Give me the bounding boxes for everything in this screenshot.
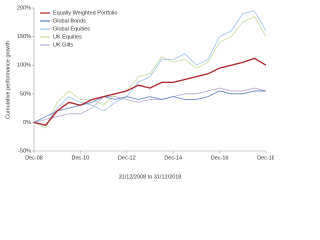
x-tick-label: Dec-16 — [211, 155, 229, 161]
series-line — [33, 90, 266, 123]
x-tick-label: Dec-12 — [118, 155, 136, 161]
chart: Cumulative performance growth 31/12/2008… — [5, 5, 274, 180]
x-tick-label: Dec-08 — [25, 155, 43, 161]
x-tick-label: Dec-14 — [164, 155, 182, 161]
series-line — [33, 16, 267, 129]
series-line — [33, 57, 267, 126]
x-tick-label: Dec-18 — [257, 155, 274, 161]
y-tick-label: -50% — [18, 148, 31, 154]
legend-label: Global Bonds — [53, 18, 86, 24]
series-line — [33, 10, 267, 126]
y-tick-label: 100% — [17, 63, 31, 69]
y-tick-label: 200% — [17, 5, 31, 11]
y-tick-label: 150% — [17, 34, 31, 40]
legend-label: UK Gilts — [53, 42, 73, 48]
legend-label: Equally Weighted Portfolio — [53, 10, 117, 16]
y-axis-label: Cumulative performance growth — [5, 41, 11, 119]
legend-label: UK Equities — [53, 34, 82, 40]
y-tick-label: 50% — [20, 91, 31, 97]
legend-label: Global Equities — [53, 26, 90, 32]
series-line — [33, 87, 267, 123]
y-tick-label: 0% — [23, 120, 31, 126]
x-axis-label: 31/12/2008 to 31/12/2018 — [119, 174, 182, 180]
x-tick-label: Dec-10 — [72, 155, 90, 161]
